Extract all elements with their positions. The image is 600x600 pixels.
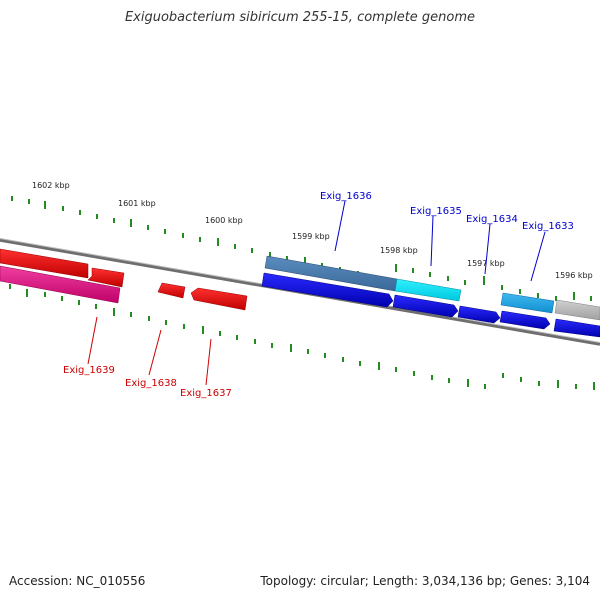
cds-blue-4[interactable]: [499, 310, 551, 330]
cds-exig-1639-magenta[interactable]: [0, 265, 121, 304]
kbp-label-1598: 1598 kbp: [380, 246, 418, 255]
cds-exig-1635[interactable]: [394, 278, 462, 302]
reverse-gene-labels: Exig_1639 Exig_1638 Exig_1637: [63, 316, 232, 399]
cds-blue-1[interactable]: [261, 272, 394, 308]
gene-label-exig-1639[interactable]: Exig_1639: [63, 365, 115, 376]
accession-text: Accession: NC_010556: [9, 574, 146, 588]
kbp-label-1602: 1602 kbp: [32, 181, 70, 190]
cds-exig-1633-forward[interactable]: [500, 292, 555, 314]
cds-blue-2[interactable]: [392, 294, 459, 318]
gene-label-exig-1638[interactable]: Exig_1638: [125, 378, 177, 389]
cds-exig-1637[interactable]: [190, 287, 248, 311]
gene-label-exig-1634[interactable]: Exig_1634: [466, 214, 518, 225]
gene-label-exig-1636[interactable]: Exig_1636: [320, 191, 372, 202]
genome-stats-text: Topology: circular; Length: 3,034,136 bp…: [260, 574, 590, 588]
cds-blue-3[interactable]: [457, 305, 501, 324]
kbp-label-1599: 1599 kbp: [292, 232, 330, 241]
cds-exig-1638-forward[interactable]: [87, 267, 125, 288]
cds-grey-forward[interactable]: [554, 299, 600, 321]
cds-blue-5[interactable]: [553, 318, 600, 338]
map-title: Exiguobacterium sibiricum 255-15, comple…: [124, 10, 476, 25]
reverse-strand-features: [0, 265, 600, 338]
kbp-label-1600: 1600 kbp: [205, 216, 243, 225]
cds-exig-1639-forward[interactable]: [0, 248, 89, 279]
kbp-label-1601: 1601 kbp: [118, 199, 156, 208]
gene-label-exig-1635[interactable]: Exig_1635: [410, 206, 462, 217]
kbp-label-1596: 1596 kbp: [555, 271, 593, 280]
gene-label-exig-1633[interactable]: Exig_1633: [522, 221, 574, 232]
gene-label-exig-1637[interactable]: Exig_1637: [180, 388, 232, 399]
forward-strand-features: [0, 248, 600, 321]
cds-exig-1638[interactable]: [157, 282, 186, 299]
forward-gene-labels: Exig_1636 Exig_1635 Exig_1634 Exig_1633: [320, 191, 574, 282]
inner-tick-marks: [9, 284, 595, 390]
